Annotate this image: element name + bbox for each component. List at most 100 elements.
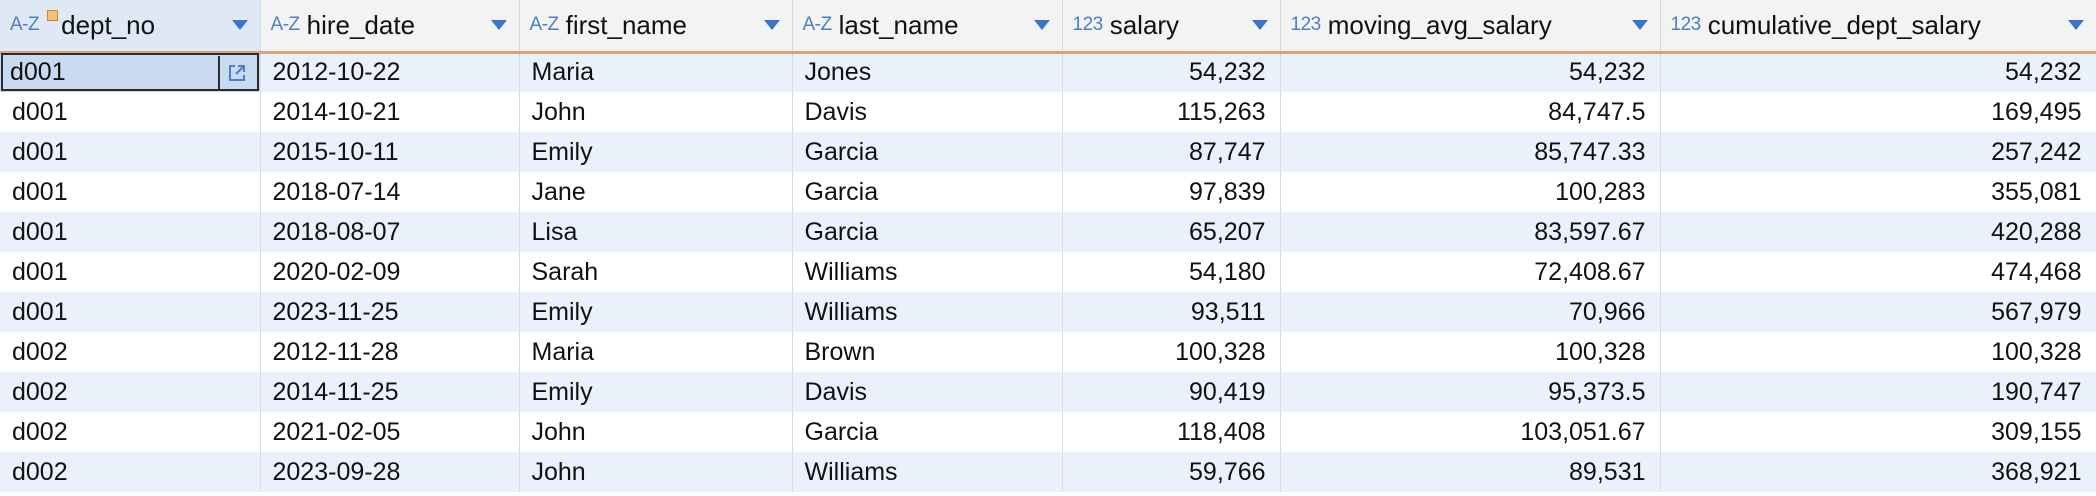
cell-first-name[interactable]: John <box>519 412 793 452</box>
cell-dept-no[interactable]: d002 <box>0 372 261 412</box>
column-header-cumulative-dept-salary[interactable]: 123 cumulative_dept_salary <box>1660 0 2096 54</box>
sort-dropdown-icon[interactable] <box>490 20 507 31</box>
cell-cumulative-dept-salary[interactable]: 257,242 <box>1660 132 2096 172</box>
cell-dept-no[interactable]: d002 <box>0 412 261 452</box>
cell-cumulative-dept-salary[interactable]: 309,155 <box>1660 412 2096 452</box>
cell-cumulative-dept-salary[interactable]: 100,328 <box>1660 332 2096 372</box>
table-row[interactable]: d001 2023-11-25 Emily Williams 93,511 70,966 5… <box>0 292 2096 332</box>
table-row[interactable]: d002 2021-02-05 John Garcia 118,408 103,051.6… <box>0 412 2096 452</box>
cell-salary[interactable]: 90,419 <box>1062 372 1281 412</box>
cell-last-name[interactable]: Garcia <box>792 172 1063 212</box>
cell-dept-no[interactable]: d001 <box>0 292 261 332</box>
cell-cumulative-dept-salary[interactable]: 420,288 <box>1660 212 2096 252</box>
cell-moving-avg-salary[interactable]: 95,373.5 <box>1280 372 1661 412</box>
cell-cumulative-dept-salary[interactable]: 355,081 <box>1660 172 2096 212</box>
cell-salary[interactable]: 97,839 <box>1062 172 1281 212</box>
cell-last-name[interactable]: Garcia <box>792 412 1063 452</box>
cell-cumulative-dept-salary[interactable]: 169,495 <box>1660 92 2096 132</box>
sort-dropdown-icon[interactable] <box>2067 20 2084 31</box>
cell-moving-avg-salary[interactable]: 83,597.67 <box>1280 212 1661 252</box>
cell-dept-no[interactable]: d001 <box>0 52 261 92</box>
cell-salary[interactable]: 87,747 <box>1062 132 1281 172</box>
sort-dropdown-icon[interactable] <box>231 20 248 31</box>
cell-hire-date[interactable]: 2014-11-25 <box>260 372 520 412</box>
cell-dept-no[interactable]: d001 <box>0 212 261 252</box>
cell-moving-avg-salary[interactable]: 85,747.33 <box>1280 132 1661 172</box>
cell-hire-date[interactable]: 2018-08-07 <box>260 212 520 252</box>
cell-dept-no[interactable]: d002 <box>0 332 261 372</box>
cell-hire-date[interactable]: 2023-11-25 <box>260 292 520 332</box>
cell-dept-no[interactable]: d001 <box>0 132 261 172</box>
column-header-salary[interactable]: 123 salary <box>1062 0 1281 54</box>
cell-salary[interactable]: 118,408 <box>1062 412 1281 452</box>
cell-first-name[interactable]: John <box>519 92 793 132</box>
cell-hire-date[interactable]: 2014-10-21 <box>260 92 520 132</box>
table-row[interactable]: d001 2018-07-14 Jane Garcia 97,839 100,283 355… <box>0 172 2096 212</box>
table-row[interactable]: d002 2023-09-28 John Williams 59,766 89,531 36… <box>0 452 2096 492</box>
cell-salary[interactable]: 115,263 <box>1062 92 1281 132</box>
cell-last-name[interactable]: Jones <box>792 52 1063 92</box>
table-row[interactable]: d001 2020-02-09 Sarah Williams 54,180 72,408.… <box>0 252 2096 292</box>
cell-first-name[interactable]: Emily <box>519 132 793 172</box>
cell-moving-avg-salary[interactable]: 103,051.67 <box>1280 412 1661 452</box>
cell-first-name[interactable]: Jane <box>519 172 793 212</box>
cell-moving-avg-salary[interactable]: 100,283 <box>1280 172 1661 212</box>
cell-hire-date[interactable]: 2020-02-09 <box>260 252 520 292</box>
table-row[interactable]: d001 2014-10-21 John Davis 115,263 84,747.5 16… <box>0 92 2096 132</box>
cell-salary[interactable]: 59,766 <box>1062 452 1281 492</box>
cell-cumulative-dept-salary[interactable]: 368,921 <box>1660 452 2096 492</box>
column-header-hire-date[interactable]: A-Z hire_date <box>260 0 520 54</box>
cell-cumulative-dept-salary[interactable]: 474,468 <box>1660 252 2096 292</box>
cell-hire-date[interactable]: 2018-07-14 <box>260 172 520 212</box>
cell-hire-date[interactable]: 2012-10-22 <box>260 52 520 92</box>
cell-cumulative-dept-salary[interactable]: 190,747 <box>1660 372 2096 412</box>
cell-moving-avg-salary[interactable]: 54,232 <box>1280 52 1661 92</box>
cell-last-name[interactable]: Davis <box>792 92 1063 132</box>
table-row[interactable]: d001 2012-10-22 Maria Jones 54,232 54,232 54,2… <box>0 52 2096 92</box>
sort-dropdown-icon[interactable] <box>1033 20 1050 31</box>
cell-last-name[interactable]: Williams <box>792 292 1063 332</box>
table-row[interactable]: d001 2018-08-07 Lisa Garcia 65,207 83,597.67 4… <box>0 212 2096 252</box>
cell-cumulative-dept-salary[interactable]: 54,232 <box>1660 52 2096 92</box>
table-row[interactable]: d001 2015-10-11 Emily Garcia 87,747 85,747.33… <box>0 132 2096 172</box>
cell-moving-avg-salary[interactable]: 100,328 <box>1280 332 1661 372</box>
cell-dept-no[interactable]: d002 <box>0 452 261 492</box>
cell-salary[interactable]: 100,328 <box>1062 332 1281 372</box>
table-row[interactable]: d002 2012-11-28 Maria Brown 100,328 100,328 10… <box>0 332 2096 372</box>
cell-first-name[interactable]: Maria <box>519 52 793 92</box>
cell-last-name[interactable]: Williams <box>792 252 1063 292</box>
cell-hire-date[interactable]: 2012-11-28 <box>260 332 520 372</box>
table-row[interactable]: d002 2014-11-25 Emily Davis 90,419 95,373.5 19… <box>0 372 2096 412</box>
sort-dropdown-icon[interactable] <box>763 20 780 31</box>
cell-moving-avg-salary[interactable]: 70,966 <box>1280 292 1661 332</box>
sort-dropdown-icon[interactable] <box>1631 20 1648 31</box>
cell-first-name[interactable]: Maria <box>519 332 793 372</box>
cell-dept-no[interactable]: d001 <box>0 92 261 132</box>
cell-hire-date[interactable]: 2015-10-11 <box>260 132 520 172</box>
cell-last-name[interactable]: Williams <box>792 452 1063 492</box>
sort-dropdown-icon[interactable] <box>1251 20 1268 31</box>
cell-last-name[interactable]: Davis <box>792 372 1063 412</box>
column-header-dept-no[interactable]: A-Z dept_no <box>0 0 261 54</box>
column-header-first-name[interactable]: A-Z first_name <box>519 0 793 54</box>
cell-first-name[interactable]: Emily <box>519 372 793 412</box>
cell-cumulative-dept-salary[interactable]: 567,979 <box>1660 292 2096 332</box>
cell-salary[interactable]: 54,232 <box>1062 52 1281 92</box>
column-header-moving-avg-salary[interactable]: 123 moving_avg_salary <box>1280 0 1661 54</box>
column-header-last-name[interactable]: A-Z last_name <box>792 0 1063 54</box>
cell-last-name[interactable]: Garcia <box>792 212 1063 252</box>
cell-first-name[interactable]: John <box>519 452 793 492</box>
cell-first-name[interactable]: Emily <box>519 292 793 332</box>
cell-hire-date[interactable]: 2023-09-28 <box>260 452 520 492</box>
cell-hire-date[interactable]: 2021-02-05 <box>260 412 520 452</box>
cell-first-name[interactable]: Sarah <box>519 252 793 292</box>
open-in-editor-icon[interactable] <box>217 55 254 90</box>
cell-salary[interactable]: 54,180 <box>1062 252 1281 292</box>
cell-dept-no[interactable]: d001 <box>0 252 261 292</box>
cell-salary[interactable]: 65,207 <box>1062 212 1281 252</box>
cell-first-name[interactable]: Lisa <box>519 212 793 252</box>
cell-salary[interactable]: 93,511 <box>1062 292 1281 332</box>
cell-dept-no[interactable]: d001 <box>0 172 261 212</box>
cell-moving-avg-salary[interactable]: 89,531 <box>1280 452 1661 492</box>
cell-moving-avg-salary[interactable]: 72,408.67 <box>1280 252 1661 292</box>
